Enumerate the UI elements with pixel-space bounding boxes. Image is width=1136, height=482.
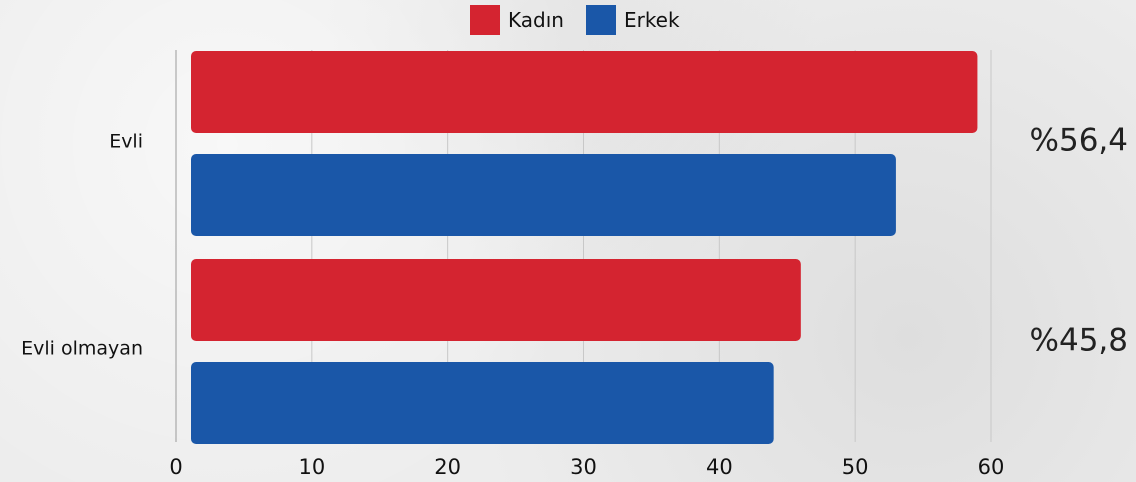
bar-erkek-0: [191, 154, 896, 236]
legend-item-erkek: Erkek: [585, 5, 680, 35]
category-label: Evli olmayan: [21, 338, 143, 360]
legend-swatch-kadin: [470, 5, 500, 35]
legend-label-erkek: Erkek: [623, 8, 680, 32]
x-tick-label: 40: [706, 455, 733, 479]
legend-swatch-erkek: [585, 5, 616, 35]
bar-kadin-0: [191, 51, 978, 133]
x-tick-label: 20: [434, 455, 461, 479]
x-tick-label: 10: [298, 455, 325, 479]
x-tick-label: 30: [570, 455, 597, 479]
bar-kadin-1: [191, 259, 801, 341]
legend: Kadın Erkek: [470, 4, 680, 36]
x-tick-label: 60: [978, 455, 1005, 479]
category-label: Evli: [109, 131, 143, 153]
x-tick-label: 50: [842, 455, 869, 479]
percentage-annotation: %45,8: [1030, 323, 1128, 359]
bar-erkek-1: [191, 362, 774, 444]
legend-item-kadin: Kadın: [470, 5, 564, 35]
percentage-annotation: %56,4: [1030, 123, 1128, 159]
x-tick-label: 0: [169, 455, 182, 479]
legend-label-kadin: Kadın: [508, 8, 564, 32]
